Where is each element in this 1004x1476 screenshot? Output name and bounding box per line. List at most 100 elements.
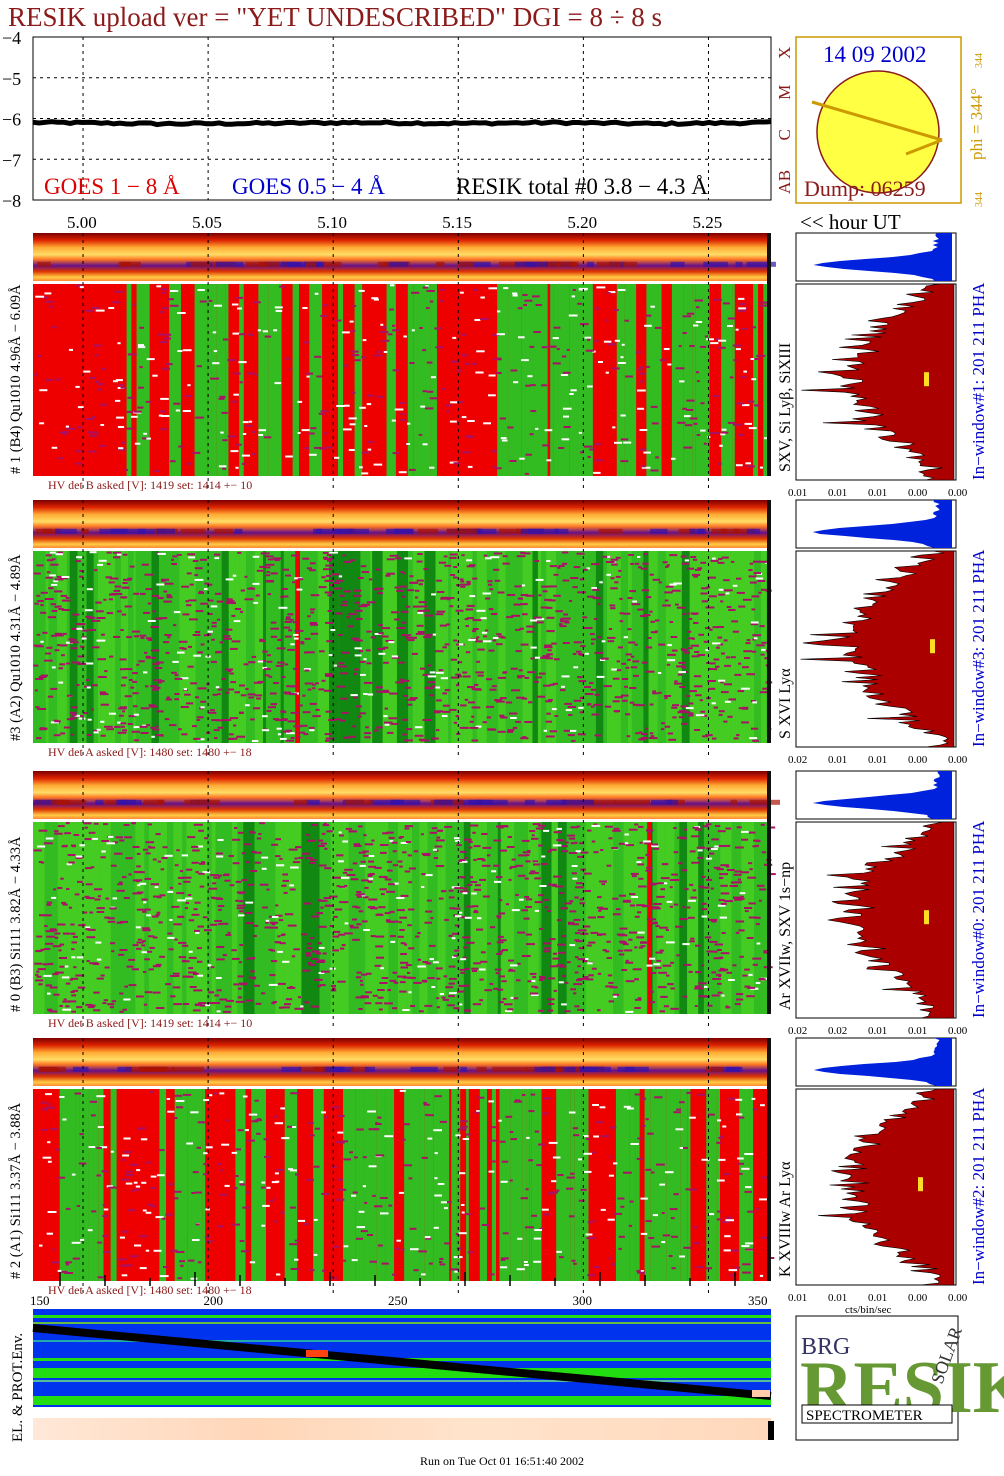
count-speckle <box>212 693 218 696</box>
count-speckle <box>620 460 629 463</box>
count-speckle <box>44 659 53 662</box>
count-speckle <box>400 413 405 415</box>
count-speckle <box>59 577 68 580</box>
count-speckle <box>626 735 631 738</box>
spectrum-stripe <box>730 551 736 743</box>
count-speckle <box>358 605 368 608</box>
count-speckle <box>131 968 139 971</box>
count-speckle <box>744 968 750 971</box>
count-speckle <box>373 298 379 301</box>
count-speckle <box>634 1007 641 1009</box>
count-speckle <box>309 1269 315 1272</box>
count-speckle <box>553 326 561 329</box>
count-speckle <box>586 338 591 341</box>
count-speckle <box>123 1137 131 1140</box>
count-speckle <box>424 1236 431 1239</box>
count-speckle <box>549 730 557 733</box>
count-speckle <box>461 416 467 419</box>
count-speckle <box>455 715 459 718</box>
count-speckle <box>261 1181 266 1184</box>
count-speckle <box>237 1129 244 1132</box>
count-speckle <box>377 350 382 353</box>
count-speckle <box>675 1128 684 1131</box>
count-speckle <box>94 354 99 357</box>
logo-bottom-box <box>801 1404 953 1424</box>
count-speckle <box>742 974 748 977</box>
count-speckle <box>587 916 596 919</box>
count-speckle <box>322 551 329 554</box>
count-speckle <box>524 721 533 723</box>
count-speckle <box>270 621 277 624</box>
count-speckle <box>321 679 326 682</box>
count-speckle <box>421 873 426 876</box>
count-speckle <box>400 419 406 421</box>
count-speckle <box>712 978 722 980</box>
count-speckle <box>401 634 407 636</box>
count-speckle <box>637 1137 643 1140</box>
count-speckle <box>360 1230 368 1233</box>
count-speckle <box>381 1262 389 1265</box>
count-speckle <box>258 434 264 436</box>
count-speckle <box>33 849 42 852</box>
count-speckle <box>680 837 687 840</box>
count-speckle <box>218 874 222 877</box>
count-speckle <box>537 824 546 827</box>
count-speckle <box>691 835 700 838</box>
count-speckle <box>375 1002 383 1005</box>
count-speckle <box>54 720 61 723</box>
count-speckle <box>682 315 692 318</box>
count-speckle <box>574 956 579 959</box>
count-speckle <box>366 1234 373 1236</box>
count-speckle <box>262 729 270 732</box>
count-speckle <box>193 908 198 911</box>
count-speckle <box>562 551 569 554</box>
count-speckle <box>164 582 174 585</box>
count-speckle <box>86 936 96 939</box>
count-speckle <box>195 416 204 419</box>
count-speckle <box>353 638 359 641</box>
count-speckle <box>731 656 736 659</box>
count-speckle <box>239 1180 244 1183</box>
count-speckle <box>508 878 512 881</box>
count-speckle <box>534 872 539 874</box>
count-speckle <box>275 941 281 944</box>
spectrum-stripe <box>258 284 269 476</box>
spectrum-stripe <box>372 551 383 743</box>
count-speckle <box>169 886 174 889</box>
count-speckle <box>47 1160 52 1163</box>
count-speckle <box>544 429 553 432</box>
spectrum-line-mark <box>648 822 652 1014</box>
count-speckle <box>46 646 53 649</box>
count-speckle <box>400 961 409 964</box>
spectrum-stripe <box>340 822 349 1014</box>
count-speckle <box>74 714 80 717</box>
phi-bottom-label: 344 <box>974 192 985 207</box>
spectrum-stripe <box>521 284 534 476</box>
count-speckle <box>186 702 194 705</box>
count-speckle <box>398 661 405 664</box>
count-speckle <box>125 857 133 860</box>
count-speckle <box>96 958 102 961</box>
count-speckle <box>233 393 239 396</box>
count-speckle <box>650 469 659 472</box>
count-speckle <box>234 691 240 694</box>
count-speckle <box>422 390 427 393</box>
count-speckle <box>97 676 107 678</box>
count-speckle <box>523 304 527 306</box>
count-speckle <box>431 685 436 688</box>
count-speckle <box>38 829 48 832</box>
count-speckle <box>448 889 454 892</box>
count-speckle <box>220 1193 228 1196</box>
count-speckle <box>506 616 514 619</box>
count-speckle <box>378 624 383 627</box>
count-speckle <box>354 668 359 671</box>
spectrum-stripe <box>490 551 499 743</box>
count-speckle <box>700 592 708 595</box>
count-speckle <box>407 422 411 425</box>
count-speckle <box>439 993 444 996</box>
count-speckle <box>723 683 733 686</box>
count-speckle <box>425 1113 429 1116</box>
count-speckle <box>574 896 579 899</box>
count-speckle <box>549 585 557 588</box>
count-speckle <box>708 668 715 670</box>
